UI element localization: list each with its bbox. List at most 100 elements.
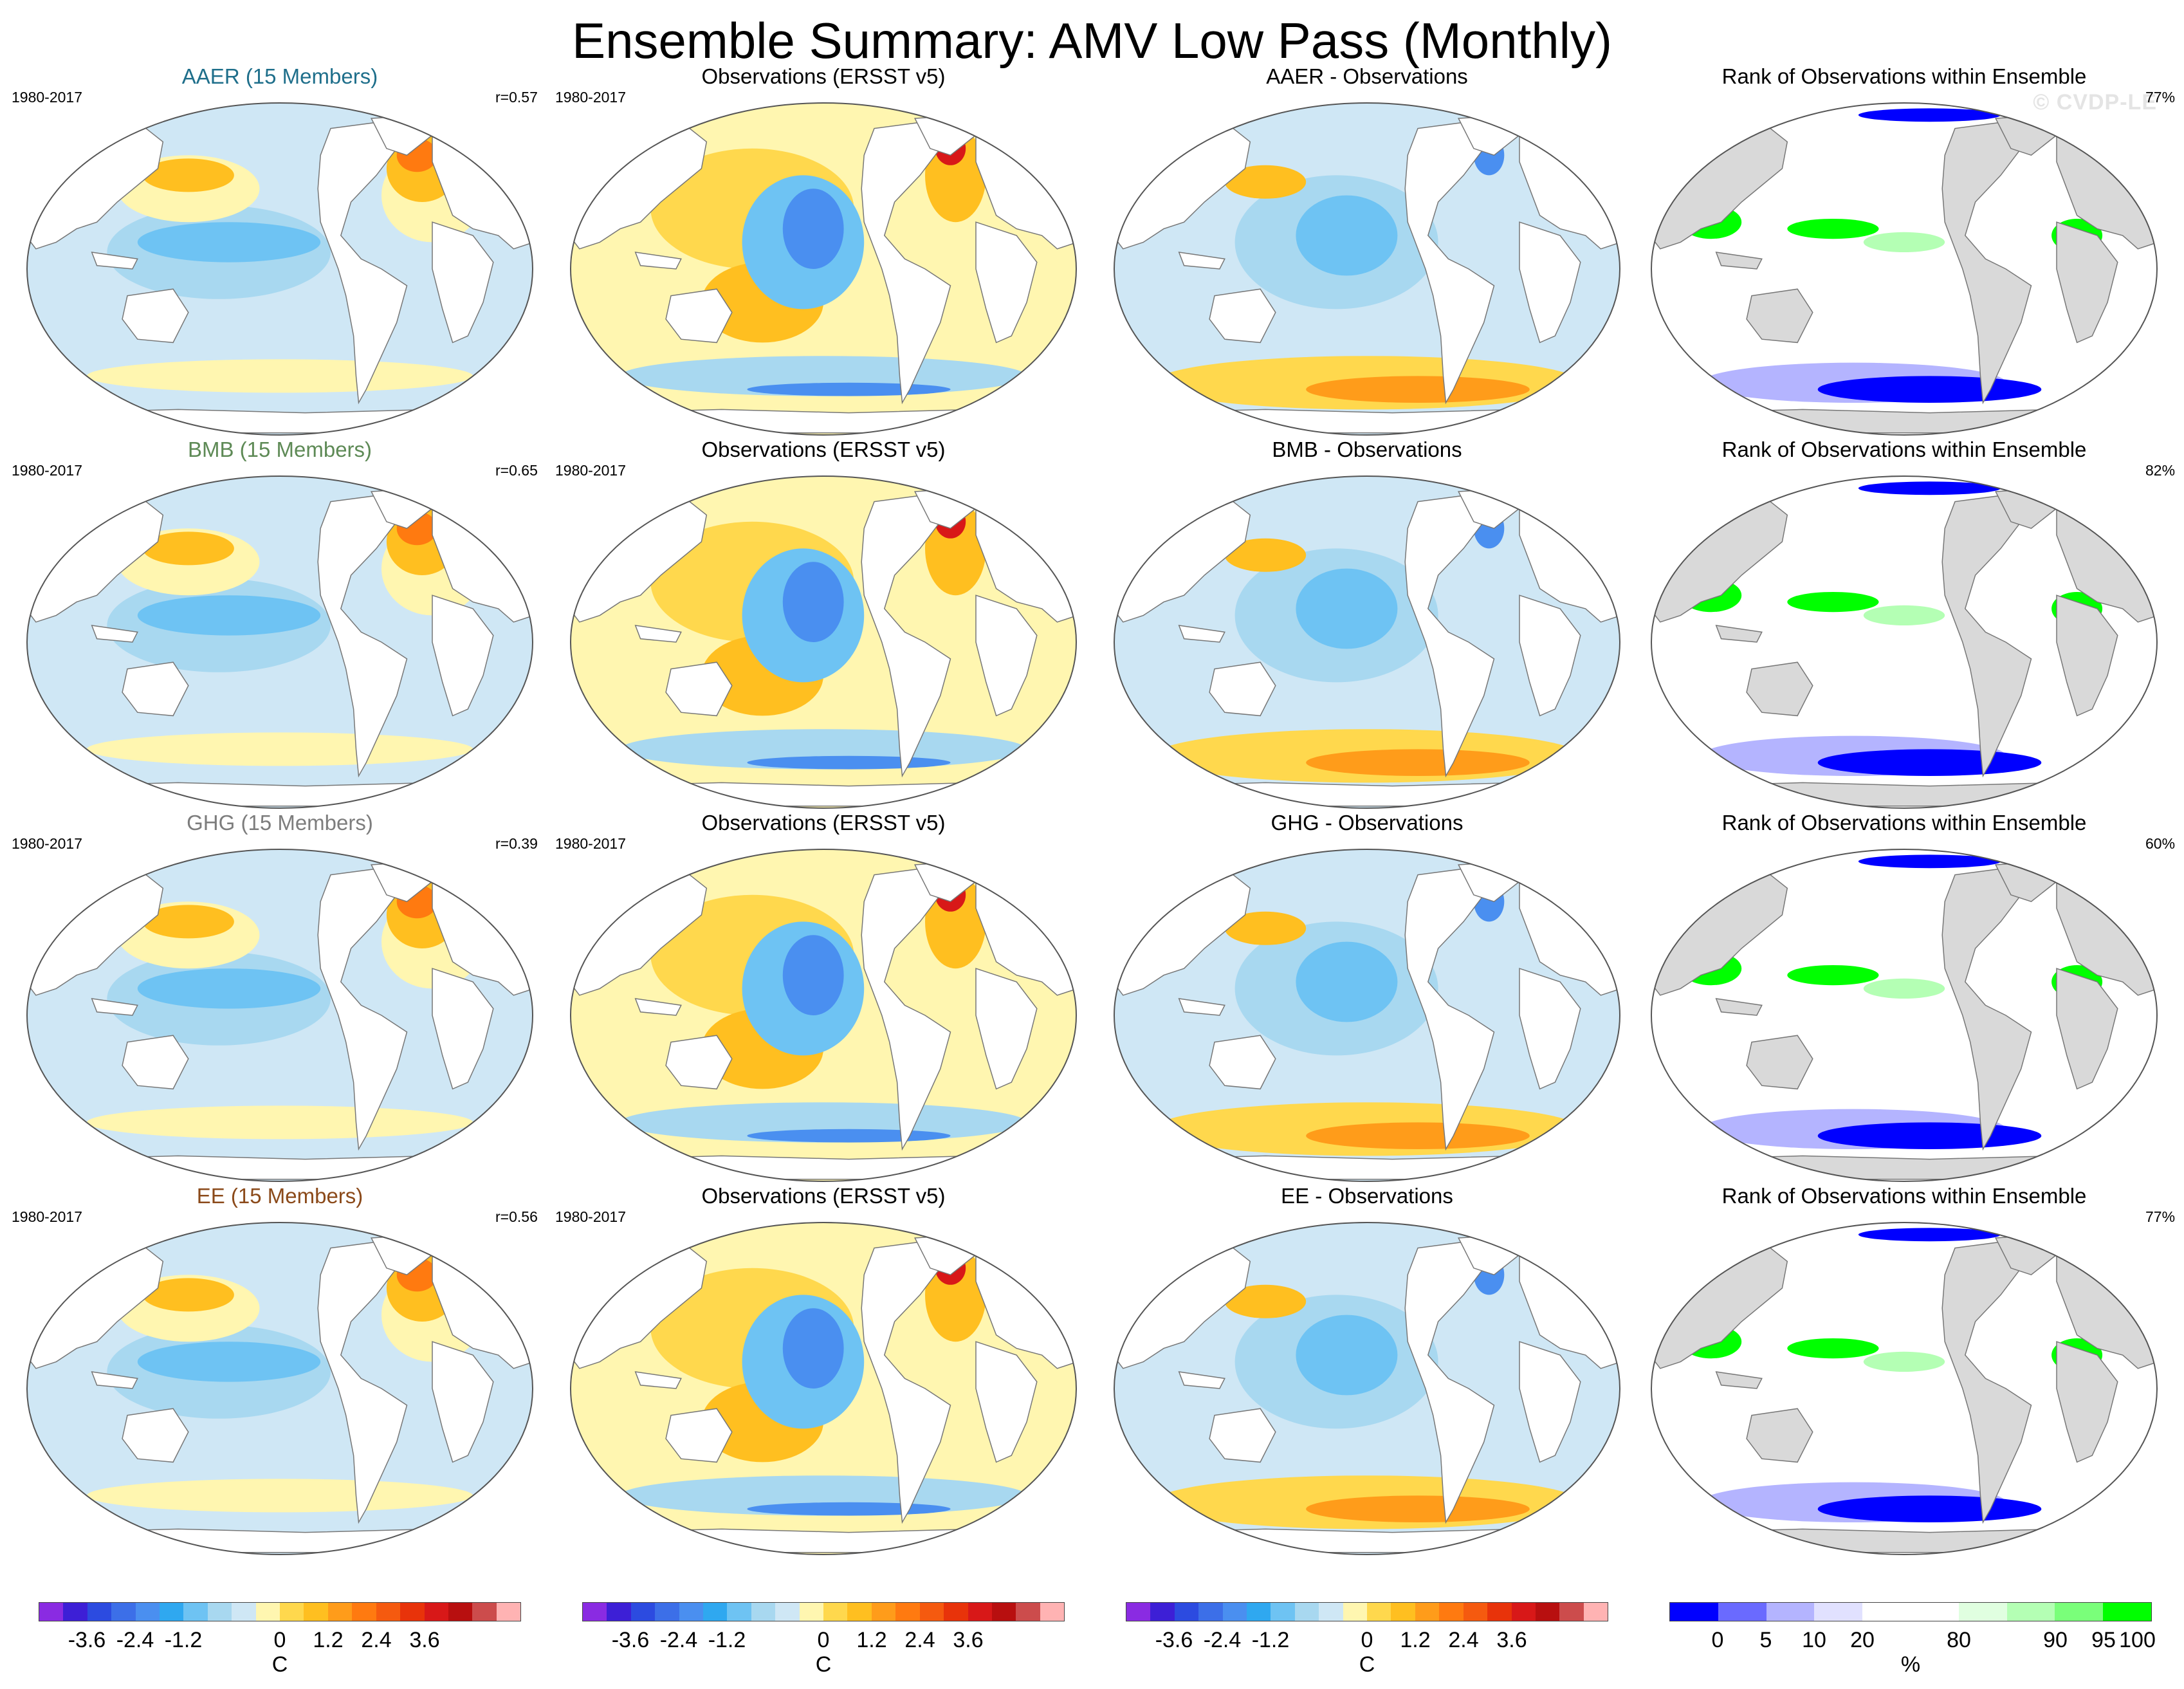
colorbar-swatch bbox=[87, 1603, 112, 1621]
colorbar-swatch bbox=[472, 1603, 497, 1621]
colorbar-tick-label: -3.6 bbox=[611, 1628, 650, 1652]
colorbar-swatch bbox=[1415, 1603, 1440, 1621]
rank-anomaly-region bbox=[1817, 376, 2042, 403]
colorbar-tick-label: 0 bbox=[273, 1628, 286, 1652]
rank-anomaly-region bbox=[1651, 103, 2157, 435]
diff-map-2 bbox=[1114, 849, 1620, 1182]
obs-anomaly-region bbox=[747, 755, 951, 770]
rank-anomaly-region bbox=[1863, 605, 1945, 625]
land-australia bbox=[1746, 288, 1813, 344]
land-australia bbox=[122, 1408, 189, 1463]
pattern-correlation: r=0.39 bbox=[495, 835, 538, 852]
diff-anomaly-region bbox=[1296, 1315, 1398, 1396]
land-antarctica bbox=[55, 1528, 505, 1553]
colorbar-swatch bbox=[327, 1603, 353, 1621]
land-africa bbox=[432, 221, 494, 344]
land-australia bbox=[1746, 1408, 1813, 1463]
land-antarctica bbox=[1142, 1528, 1592, 1553]
colorbar-unit: % bbox=[1900, 1652, 1921, 1677]
colorbar-tick-label: 2.4 bbox=[361, 1628, 392, 1652]
colorbar-swatch bbox=[871, 1603, 896, 1621]
rank-anomaly-region bbox=[1858, 108, 2001, 122]
colorbar-swatch bbox=[1271, 1603, 1295, 1621]
rank-anomaly-region bbox=[1651, 1223, 2157, 1555]
colorbar-tick-label: 3.6 bbox=[409, 1628, 440, 1652]
colorbar-swatch bbox=[39, 1603, 64, 1621]
page-title: Ensemble Summary: AMV Low Pass (Monthly) bbox=[572, 12, 1612, 69]
colorbar-swatch bbox=[679, 1603, 704, 1621]
colorbar-swatch bbox=[400, 1603, 425, 1621]
rank-anomaly-region bbox=[1817, 1495, 2042, 1522]
colorbar-swatch bbox=[1535, 1603, 1560, 1621]
rank-panel-title: Rank of Observations within Ensemble bbox=[1721, 64, 2087, 88]
land-australia bbox=[122, 1035, 189, 1090]
land-africa bbox=[432, 595, 494, 717]
land-indonesia bbox=[1715, 625, 1763, 643]
map-border bbox=[570, 475, 1077, 809]
land-antarctica bbox=[1679, 782, 2129, 807]
colorbar-tick-label: 90 bbox=[2043, 1628, 2068, 1652]
rank-anomaly-region bbox=[1858, 1228, 2001, 1242]
model-panel-title: GHG (15 Members) bbox=[187, 811, 373, 835]
period-label: 1980-2017 bbox=[12, 89, 82, 106]
colorbar-swatch bbox=[160, 1603, 184, 1621]
diff-panel-title: EE - Observations bbox=[1281, 1184, 1453, 1208]
land-antarctica bbox=[598, 1155, 1049, 1180]
land-antarctica bbox=[1679, 1155, 2129, 1180]
land-australia bbox=[1209, 1035, 1276, 1090]
rank-map-2 bbox=[1651, 849, 2158, 1182]
colorbar-tick-label: 1.2 bbox=[313, 1628, 344, 1652]
rank-anomaly-region bbox=[1858, 481, 2001, 495]
colorbar-swatch bbox=[135, 1603, 160, 1621]
colorbar-swatch bbox=[1150, 1603, 1175, 1621]
colorbar-swatch bbox=[280, 1603, 304, 1621]
rank-anomaly-region bbox=[1858, 854, 2001, 869]
colorbar-swatch bbox=[919, 1603, 944, 1621]
colorbar-swatch bbox=[895, 1603, 920, 1621]
colorbar-swatch bbox=[655, 1603, 679, 1621]
colorbar-swatch bbox=[63, 1603, 87, 1621]
colorbar-swatch bbox=[847, 1603, 872, 1621]
land-australia bbox=[122, 661, 189, 717]
map-border bbox=[1651, 1222, 2158, 1555]
rank-map-1 bbox=[1651, 475, 2158, 809]
temp_colorbar-colorbar bbox=[1126, 1602, 1608, 1621]
diff-anomaly-region bbox=[1224, 911, 1307, 945]
model-anomaly-region bbox=[86, 1105, 473, 1140]
colorbar-tick-label: 5 bbox=[1759, 1628, 1772, 1652]
colorbar-swatch bbox=[2103, 1603, 2151, 1621]
land-australia bbox=[1746, 661, 1813, 717]
land-africa bbox=[1519, 221, 1581, 344]
colorbar-tick-label: 2.4 bbox=[1448, 1628, 1479, 1652]
colorbar-swatch bbox=[1439, 1603, 1464, 1621]
land-americas bbox=[1941, 1241, 2032, 1524]
diff-map-3 bbox=[1114, 1222, 1620, 1555]
colorbar-tick-label: -2.4 bbox=[116, 1628, 154, 1652]
land-africa bbox=[1519, 595, 1581, 717]
colorbar-swatch bbox=[1718, 1603, 1766, 1621]
land-africa bbox=[975, 595, 1038, 717]
map-border bbox=[570, 849, 1077, 1182]
colorbar-swatch bbox=[255, 1603, 280, 1621]
colorbar-swatch bbox=[1198, 1603, 1223, 1621]
period-label: 1980-2017 bbox=[12, 835, 82, 852]
model-map-1 bbox=[26, 475, 533, 809]
colorbar-swatch bbox=[1670, 1603, 1718, 1621]
colorbar-swatch bbox=[304, 1603, 328, 1621]
colorbar-swatch bbox=[944, 1603, 968, 1621]
land-antarctica bbox=[1142, 409, 1592, 434]
colorbar-tick-label: 0 bbox=[817, 1628, 830, 1652]
land-americas bbox=[1941, 867, 2032, 1151]
colorbar-swatch bbox=[630, 1603, 656, 1621]
colorbar-swatch bbox=[1319, 1603, 1343, 1621]
land-antarctica bbox=[55, 1155, 505, 1180]
pattern-correlation: r=0.57 bbox=[495, 89, 538, 106]
obs-anomaly-region bbox=[747, 382, 951, 396]
land-americas bbox=[1941, 121, 2032, 405]
diff-anomaly-region bbox=[1306, 1122, 1530, 1149]
rank-anomaly-region bbox=[1787, 219, 1879, 239]
land-australia bbox=[665, 1035, 733, 1090]
land-indonesia bbox=[1178, 998, 1225, 1016]
colorbar-swatch bbox=[775, 1603, 800, 1621]
land-antarctica bbox=[598, 409, 1049, 434]
